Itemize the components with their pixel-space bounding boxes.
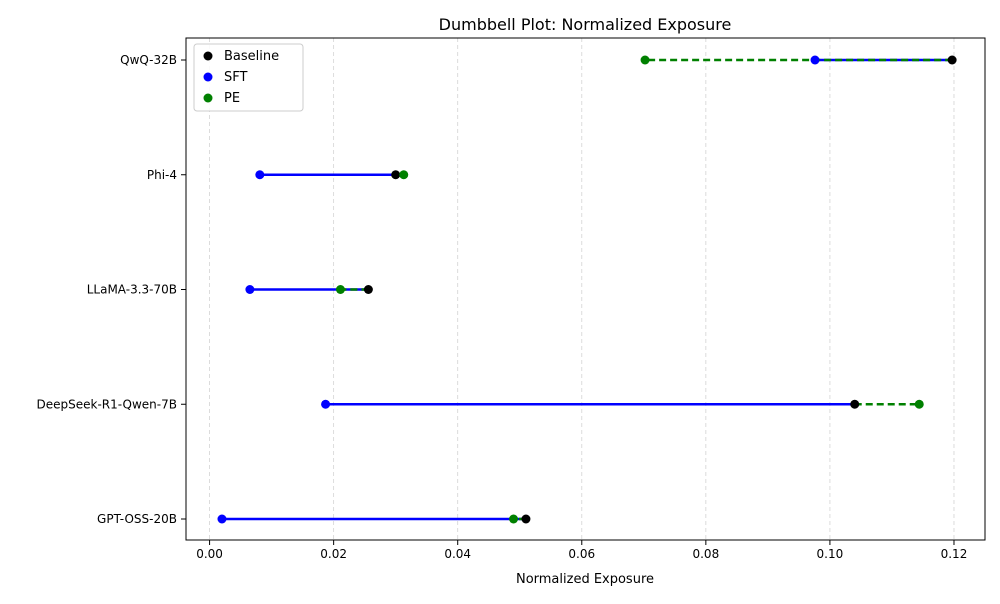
x-tick-label: 0.12: [941, 547, 968, 561]
legend-label: PE: [224, 91, 240, 106]
point-baseline: [521, 514, 531, 524]
x-tick-label: 0.06: [568, 547, 595, 561]
axis-layer: 0.00 0.02 0.04 0.06 0.08 0.10 0.12 QwQ-32B Phi-4…: [37, 53, 968, 561]
point-baseline: [363, 285, 373, 294]
point-pe: [914, 399, 924, 409]
point-baseline: [391, 170, 401, 180]
legend-marker-baseline: [203, 51, 213, 61]
legend-label: Baseline: [224, 49, 279, 64]
x-axis-label: Normalized Exposure: [516, 572, 654, 587]
point-sft: [810, 55, 820, 65]
point-pe: [640, 55, 650, 65]
point-sft: [245, 285, 255, 294]
point-pe: [399, 170, 409, 180]
point-sft: [321, 399, 331, 409]
point-pe: [509, 514, 519, 524]
connector-layer: [221, 58, 953, 521]
legend-label: SFT: [224, 70, 248, 85]
point-sft: [255, 170, 265, 180]
legend-marker-pe: [203, 93, 213, 103]
y-tick-label: Phi-4: [147, 168, 177, 182]
x-tick-label: 0.10: [817, 547, 844, 561]
x-tick-label: 0.02: [320, 547, 347, 561]
legend-box: [193, 43, 304, 112]
x-tick-label: 0.04: [444, 547, 471, 561]
y-tick-label: GPT-OSS-20B: [97, 512, 177, 526]
chart-title: Dumbbell Plot: Normalized Exposure: [439, 15, 732, 34]
legend-marker-sft: [203, 72, 213, 82]
x-tick-label: 0.08: [692, 547, 719, 561]
point-layer: [217, 55, 957, 524]
y-tick-label: LLaMA-3.3-70B: [87, 283, 177, 297]
point-baseline: [947, 55, 957, 65]
point-sft: [217, 514, 227, 524]
legend: Baseline SFT PE: [193, 43, 304, 112]
point-pe: [335, 285, 345, 294]
y-tick-label: DeepSeek-R1-Qwen-7B: [37, 397, 177, 411]
point-baseline: [850, 399, 860, 409]
x-tick-label: 0.00: [196, 547, 223, 561]
y-tick-label: QwQ-32B: [120, 53, 177, 67]
